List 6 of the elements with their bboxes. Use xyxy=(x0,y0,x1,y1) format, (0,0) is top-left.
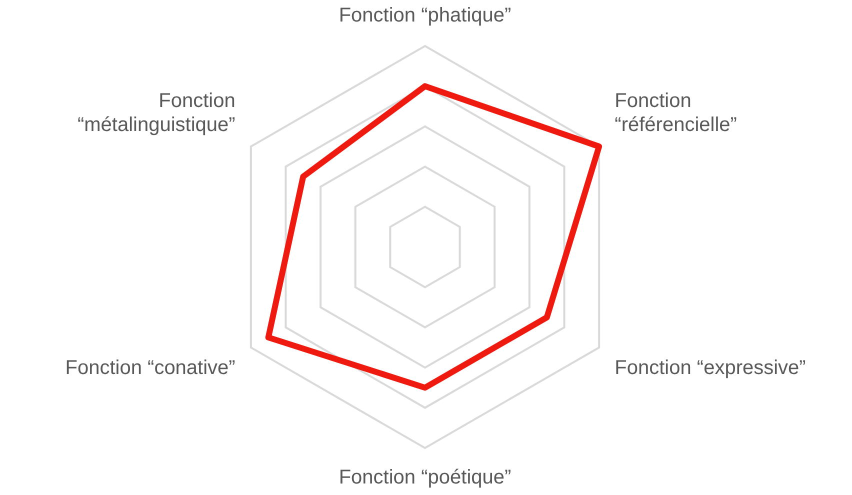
spoke-label: Fonction “conative” xyxy=(65,357,236,380)
spoke-label: Fonction “métalinguistique” xyxy=(77,90,236,136)
spoke-label: Fonction “phatique” xyxy=(338,4,512,27)
spoke-label: Fonction “poétique” xyxy=(338,466,512,489)
spoke-label: Fonction “référencielle” xyxy=(614,90,737,136)
spoke-label: Fonction “expressive” xyxy=(614,357,806,380)
